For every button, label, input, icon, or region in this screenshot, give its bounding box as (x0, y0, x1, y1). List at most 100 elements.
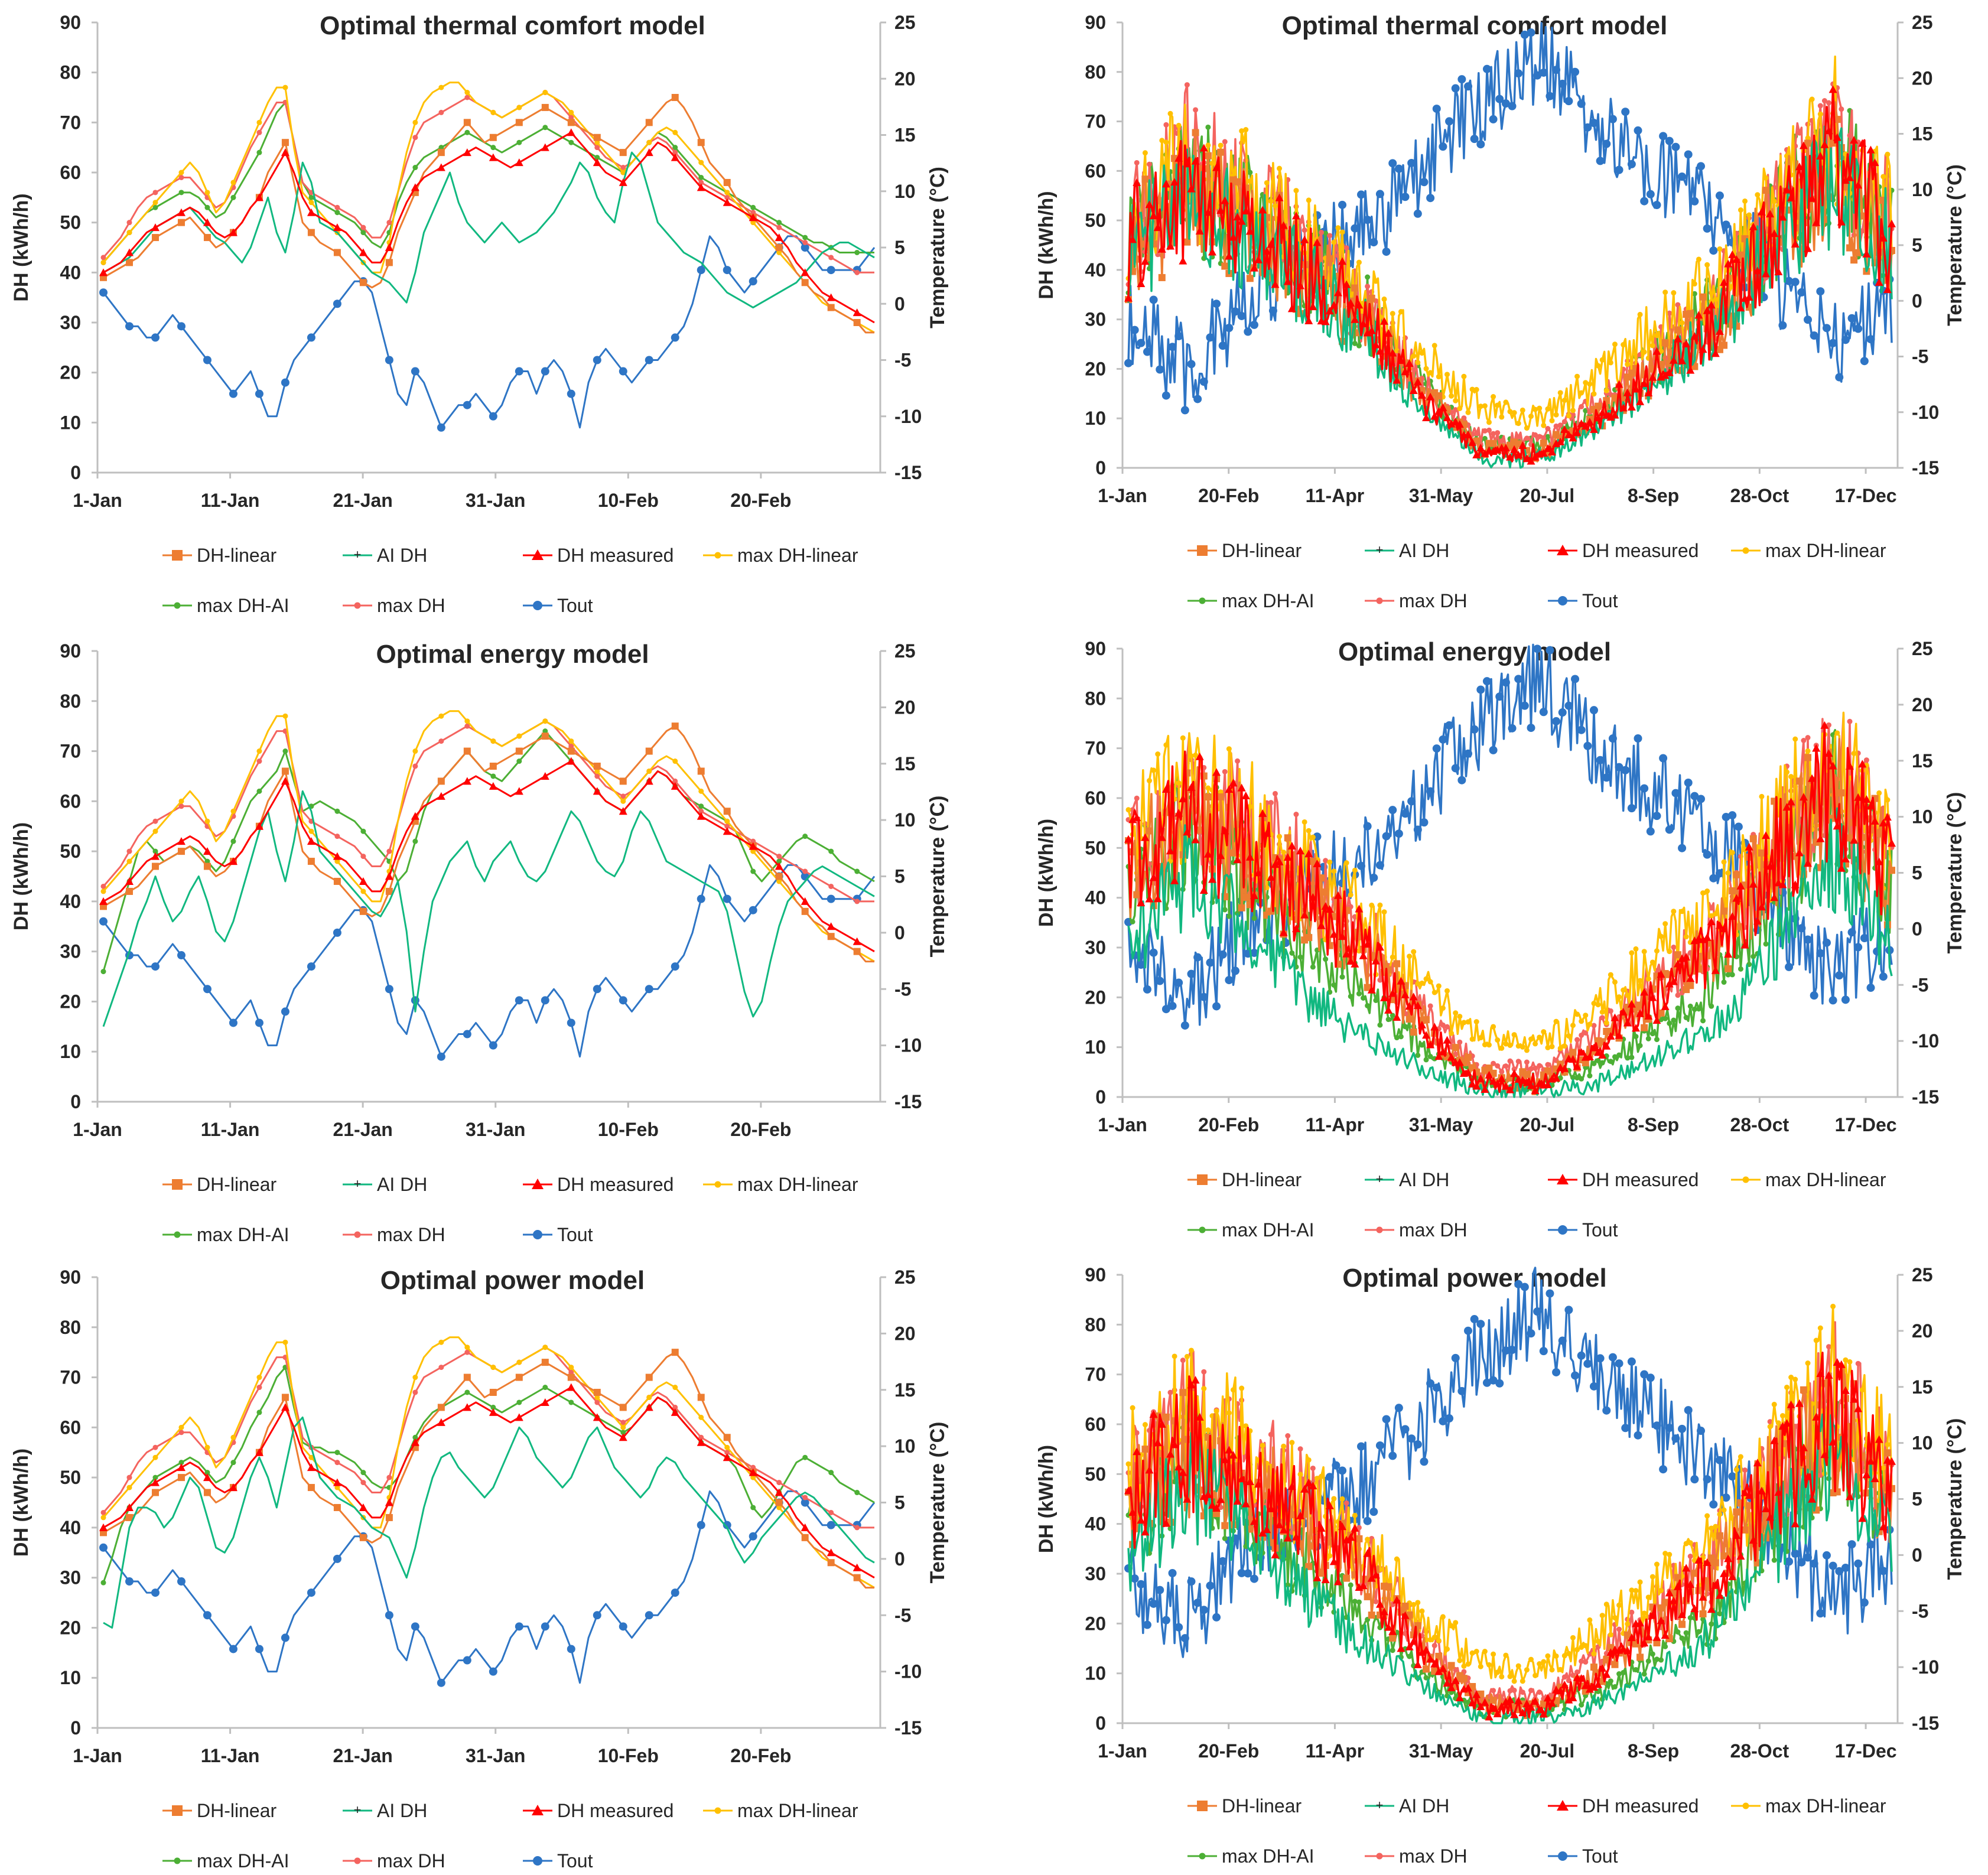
data-point-max-dh-ai (204, 858, 210, 864)
data-point-tout (1539, 708, 1548, 717)
legend-item-ai-dh: + AI DH (343, 545, 427, 566)
data-point-tout (1439, 1417, 1447, 1425)
legend-label: AI DH (377, 1800, 427, 1821)
data-point-max-dh (334, 834, 340, 839)
data-point-dh-measured (1375, 347, 1384, 355)
data-point-max-dh-linear (1365, 1537, 1371, 1542)
data-point-tout (1564, 1306, 1573, 1314)
data-point-dh-linear (1720, 907, 1728, 915)
data-point-dh-measured (1581, 1681, 1590, 1690)
y2-tick-label: -10 (1912, 402, 1939, 423)
data-point-max-dh-linear (1746, 212, 1752, 218)
data-point-dh-measured (619, 178, 627, 186)
data-point-dh-measured (1133, 1447, 1141, 1456)
data-point-dh-measured (203, 1473, 212, 1482)
data-point-max-dh-linear (1520, 1044, 1525, 1050)
data-point-dh-measured (1883, 285, 1892, 294)
data-point-max-dh-linear (152, 200, 158, 206)
legend-label: AI DH (1399, 540, 1449, 561)
data-point-max-dh-ai (1649, 1031, 1655, 1037)
data-point-dh-linear (1364, 1593, 1371, 1600)
data-point-tout (463, 1030, 471, 1039)
y-tick-label: 0 (1095, 1713, 1106, 1734)
data-point-max-dh-linear (1247, 803, 1253, 809)
data-point-max-dh (1709, 905, 1714, 911)
data-point-max-dh-linear (1599, 357, 1605, 363)
data-point-dh-measured (1774, 267, 1783, 275)
data-point-dh-measured (619, 807, 627, 815)
data-point-max-dh-linear (1381, 909, 1387, 915)
data-point-max-dh-linear (1495, 1669, 1501, 1675)
data-point-dh-measured (333, 852, 341, 860)
data-point-max-dh-linear (1528, 1036, 1534, 1042)
data-point-max-dh-linear (1469, 1036, 1475, 1042)
y2-tick-label: 5 (894, 237, 905, 258)
data-point-dh-measured (385, 872, 393, 880)
data-point-max-dh (1671, 945, 1677, 950)
data-point-dh-measured (1313, 859, 1322, 867)
data-point-tout (1816, 949, 1825, 958)
y2-tick-label: -15 (1912, 1086, 1939, 1108)
data-point-dh-measured (1338, 1522, 1347, 1531)
series-dh-measured (1124, 721, 1896, 1095)
data-point-dh-linear (1716, 1532, 1723, 1539)
data-point-tout (1684, 150, 1693, 159)
data-point-tout (1634, 1431, 1642, 1440)
data-point-dh-measured (1409, 992, 1418, 1001)
data-point-dh-measured (1179, 1468, 1187, 1476)
legend-marker (1557, 1174, 1569, 1184)
data-point-dh-measured (1678, 356, 1687, 364)
legend-item-max-dh-ai: max DH-AI (162, 1224, 289, 1245)
data-point-max-dh (1616, 1626, 1622, 1632)
data-point-max-dh (386, 848, 392, 854)
data-point-dh-measured (1623, 388, 1632, 396)
x-tick-label: 11-Jan (201, 1119, 260, 1140)
data-point-dh-measured (1430, 1659, 1439, 1668)
data-point-dh-linear (1368, 294, 1375, 302)
data-point-max-dh-linear (1717, 1511, 1723, 1517)
data-point-dh-linear (1401, 1602, 1409, 1610)
data-point-dh-measured (1195, 226, 1204, 235)
y2-tick-label: -15 (894, 1091, 922, 1112)
data-point-max-dh-linear (1549, 1044, 1555, 1050)
data-point-dh-measured (307, 1463, 315, 1472)
data-point-max-dh-linear (1583, 1643, 1589, 1649)
data-point-dh-measured (1124, 835, 1133, 843)
data-point-max-dh-ai (1691, 291, 1697, 297)
data-point-dh-linear (1687, 982, 1694, 989)
legend-label: max DH-linear (1765, 1169, 1886, 1190)
data-point-tout (1156, 365, 1164, 374)
data-point-tout (1804, 1553, 1813, 1562)
data-point-max-dh (1629, 1609, 1635, 1615)
data-point-tout (1558, 708, 1567, 717)
data-point-max-dh-linear (1713, 1524, 1719, 1529)
data-point-max-dh-linear (1130, 1405, 1135, 1411)
data-point-max-dh-ai (490, 773, 496, 779)
y-tick-label: 90 (1085, 1264, 1106, 1285)
data-point-max-dh-linear (1444, 988, 1450, 994)
data-point-tout (177, 1577, 186, 1586)
data-point-dh-measured (1888, 839, 1896, 847)
data-point-tout (1564, 97, 1573, 106)
data-point-dh-measured (1740, 940, 1749, 949)
data-point-dh-measured (1485, 1713, 1494, 1721)
data-point-max-dh-linear (1335, 225, 1341, 231)
data-point-dh-measured (645, 148, 653, 157)
x-tick-label: 31-May (1409, 485, 1473, 506)
data-point-max-dh-linear (1616, 994, 1622, 1000)
data-point-dh-measured (1690, 936, 1699, 945)
data-point-dh-measured (1468, 1079, 1477, 1088)
data-point-max-dh-linear (620, 170, 626, 175)
data-point-max-dh-ai (1729, 972, 1735, 978)
data-point-tout (1847, 1540, 1856, 1549)
data-point-tout (593, 356, 601, 364)
data-point-max-dh-linear (1503, 1041, 1509, 1047)
data-point-dh-measured (749, 213, 757, 222)
data-point-tout (1810, 331, 1818, 340)
data-point-tout (1552, 66, 1561, 74)
data-point-tout (1156, 976, 1164, 985)
data-point-dh-linear (1729, 887, 1736, 894)
data-point-max-dh-linear (542, 718, 548, 724)
data-point-max-dh (1495, 430, 1501, 436)
data-point-dh-linear (1800, 1386, 1807, 1394)
